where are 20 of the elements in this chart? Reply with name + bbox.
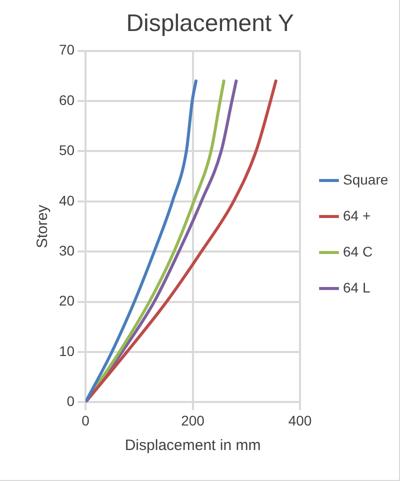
x-tick-label: 0	[82, 412, 90, 428]
legend-label: 64 C	[343, 243, 373, 260]
y-tick-label: 0	[66, 393, 75, 410]
y-tick-label: 60	[58, 92, 75, 108]
y-tick-label: 70	[58, 42, 75, 58]
y-tick-label: 30	[58, 242, 75, 258]
x-tick-label: 200	[181, 412, 205, 428]
legend-label: Square	[343, 171, 388, 188]
x-axis-title: Displacement in mm	[124, 437, 261, 454]
chart-title: Displacement Y	[126, 10, 294, 38]
y-tick-label: 50	[58, 142, 75, 158]
y-axis-title: Storey	[34, 204, 52, 248]
x-tick-label: 400	[288, 412, 312, 428]
y-tick-label: 20	[58, 292, 75, 309]
line-series	[86, 79, 198, 402]
y-tick-label: 40	[58, 192, 75, 208]
y-tick-label: 10	[58, 342, 75, 359]
line-series	[86, 79, 278, 402]
legend-label: 64 +	[343, 207, 371, 224]
legend-label: 64 L	[343, 279, 370, 296]
